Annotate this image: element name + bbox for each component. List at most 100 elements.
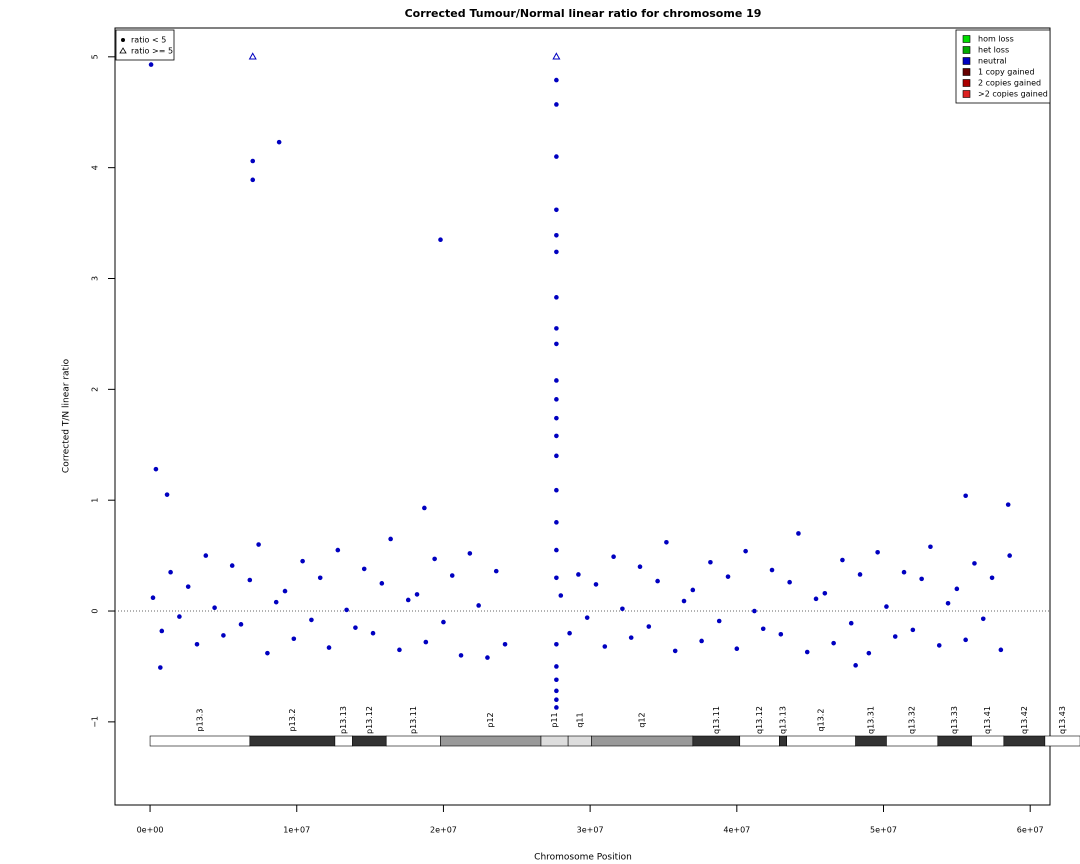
point: [265, 650, 270, 656]
point: [405, 597, 411, 603]
point: [326, 645, 332, 650]
point: [432, 556, 437, 562]
point: [620, 606, 625, 612]
point: [813, 596, 819, 602]
point: [229, 563, 235, 568]
point: [353, 625, 358, 630]
legend-swatch: [962, 90, 971, 98]
band-label: q13.43: [1058, 706, 1067, 734]
band-label: q13.41: [983, 706, 992, 734]
point-triangle: [552, 52, 561, 60]
legend-label: neutral: [978, 57, 1007, 66]
point: [655, 578, 660, 584]
x-axis-label: Chromosome Position: [534, 853, 632, 863]
band-label: q13.2: [817, 709, 826, 732]
point: [379, 581, 385, 586]
chromosome-band: [779, 735, 787, 747]
band-label: p13.12: [365, 706, 374, 734]
band-label: q13.33: [950, 706, 959, 734]
band-label: q13.42: [1020, 706, 1029, 734]
point: [972, 561, 977, 566]
y-tick-label: 0: [91, 608, 100, 613]
band-label: p13.3: [195, 709, 204, 732]
point: [458, 653, 464, 658]
point: [554, 453, 559, 459]
chromosome-band: [385, 735, 441, 747]
legend-swatch: [962, 68, 971, 76]
legend-swatch: [962, 79, 971, 87]
point: [752, 608, 757, 614]
legend-swatch: [962, 35, 971, 43]
point: [476, 603, 481, 608]
point: [646, 624, 652, 629]
point: [716, 618, 722, 624]
chromosome-band: [440, 735, 542, 747]
point: [875, 549, 880, 555]
point: [945, 600, 951, 606]
chromosome-band: [334, 735, 353, 747]
legend-label: >2 copies gained: [978, 90, 1048, 99]
band-label: p12: [486, 712, 495, 727]
legend-label: ratio >= 5: [131, 47, 173, 56]
point: [637, 564, 643, 569]
point: [910, 627, 916, 633]
point: [576, 572, 581, 577]
band-label: q13.31: [867, 706, 876, 734]
point: [554, 487, 559, 493]
point: [370, 630, 376, 636]
point: [734, 646, 740, 652]
y-tick-label: 1: [91, 498, 100, 503]
point: [554, 207, 559, 213]
y-tick-label: −1: [91, 716, 100, 728]
point: [554, 433, 559, 439]
point: [247, 577, 253, 583]
band-label: q12: [638, 712, 647, 727]
point: [778, 632, 784, 637]
chromosome-band: [692, 735, 741, 747]
point: [554, 415, 559, 421]
point: [554, 705, 559, 710]
point: [980, 616, 986, 622]
point: [804, 649, 810, 655]
band-label: q13.13: [779, 706, 788, 734]
point: [554, 249, 559, 255]
point: [361, 566, 367, 572]
point: [273, 599, 279, 605]
point: [317, 575, 323, 581]
point: [238, 622, 244, 627]
point: [467, 551, 473, 556]
point: [884, 604, 889, 609]
point: [936, 643, 942, 648]
point: [291, 636, 297, 642]
point: [344, 607, 349, 613]
point: [558, 593, 564, 598]
chromosome-band: [249, 735, 336, 747]
point: [989, 575, 995, 581]
legend-label: ratio < 5: [131, 36, 166, 45]
x-tick-label: 6e+07: [1017, 826, 1044, 835]
point: [185, 584, 191, 589]
band-label: p13.2: [288, 709, 297, 732]
legend-box: [115, 29, 175, 61]
chromosome-band: [352, 735, 387, 747]
point: [554, 295, 559, 300]
point: [168, 569, 173, 575]
chromosome-band: [591, 735, 694, 747]
point: [699, 638, 704, 644]
point: [664, 540, 669, 545]
point: [414, 592, 420, 597]
point: [423, 639, 429, 645]
point: [300, 558, 305, 564]
point: [602, 644, 608, 649]
point: [840, 557, 845, 563]
chromosome-band: [567, 735, 592, 747]
band-label: q13.11: [712, 706, 721, 734]
point: [554, 378, 559, 383]
point: [177, 614, 182, 619]
point: [554, 397, 559, 402]
point: [892, 634, 898, 639]
point: [493, 568, 499, 574]
y-axis-label: Corrected T/N linear ratio: [62, 358, 72, 473]
point: [150, 595, 156, 601]
y-tick-label: 5: [91, 54, 100, 59]
